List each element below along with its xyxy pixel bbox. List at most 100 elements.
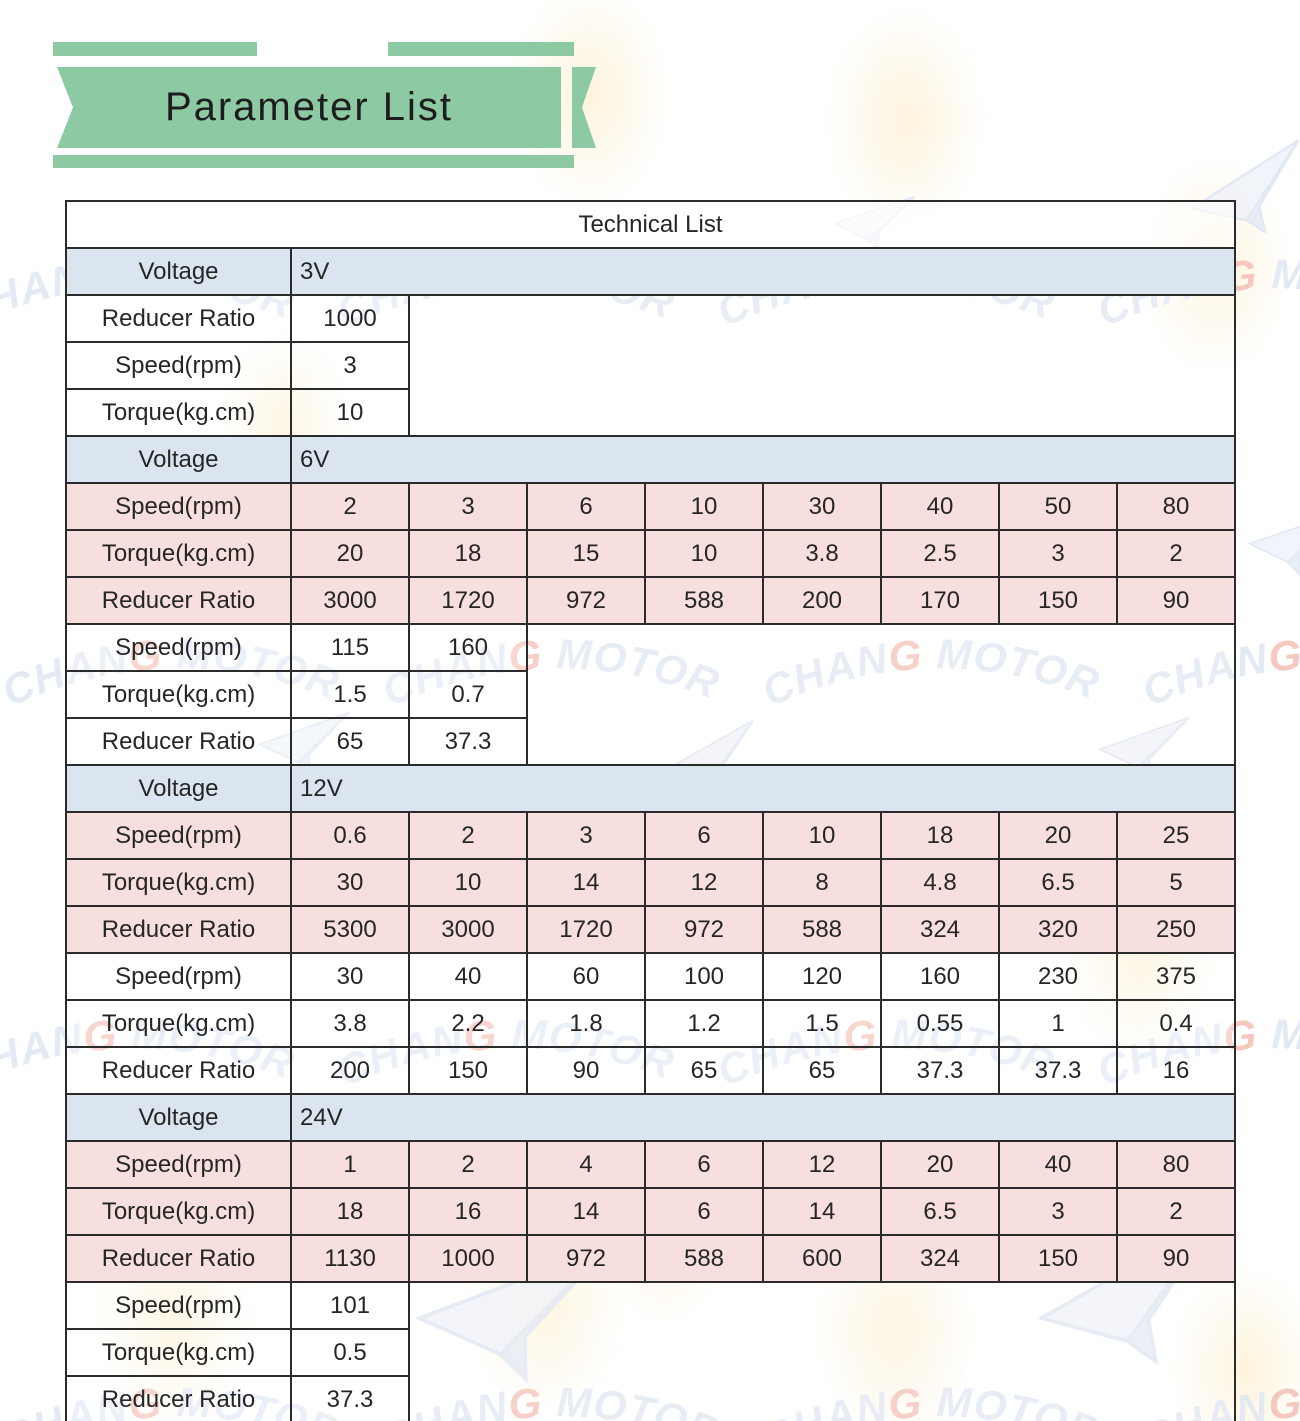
param-value: 40 [880, 482, 1000, 531]
param-value: 10 [408, 858, 528, 907]
param-value: 14 [762, 1187, 882, 1236]
param-label: Reducer Ratio [65, 1375, 292, 1421]
param-value: 6 [644, 1140, 764, 1189]
param-value: 20 [998, 811, 1118, 860]
param-value: 90 [1116, 1234, 1236, 1283]
param-value: 170 [880, 576, 1000, 625]
param-value: 12 [644, 858, 764, 907]
param-value: 14 [526, 858, 646, 907]
param-value: 60 [526, 952, 646, 1001]
param-value: 16 [408, 1187, 528, 1236]
param-value: 2.2 [408, 999, 528, 1048]
param-label: Torque(kg.cm) [65, 999, 292, 1048]
param-value: 230 [998, 952, 1118, 1001]
param-value: 588 [762, 905, 882, 954]
param-value: 120 [762, 952, 882, 1001]
param-value: 250 [1116, 905, 1236, 954]
param-value: 16 [1116, 1046, 1236, 1095]
param-value: 80 [1116, 482, 1236, 531]
param-value: 115 [290, 623, 410, 672]
param-value: 3 [408, 482, 528, 531]
param-value: 80 [1116, 1140, 1236, 1189]
voltage-value: 6V [290, 435, 1236, 484]
param-label: Reducer Ratio [65, 905, 292, 954]
param-value: 150 [998, 576, 1118, 625]
param-value: 200 [290, 1046, 410, 1095]
voltage-row: Voltage 6V [65, 435, 1236, 484]
table-title-row: Technical List [65, 200, 1236, 249]
empty-cell [408, 1281, 1236, 1421]
param-value: 10 [290, 388, 410, 437]
voltage-label: Voltage [65, 1093, 292, 1142]
voltage-value: 24V [290, 1093, 1236, 1142]
param-value: 50 [998, 482, 1118, 531]
param-value: 6.5 [880, 1187, 1000, 1236]
param-value: 6 [644, 811, 764, 860]
param-value: 65 [644, 1046, 764, 1095]
param-label: Speed(rpm) [65, 952, 292, 1001]
table-row: Torque(kg.cm) 3.8 2.2 1.8 1.2 1.5 0.55 1 0.4 [65, 999, 1236, 1048]
param-value: 588 [644, 1234, 764, 1283]
banner-bottom-bar [53, 155, 574, 168]
param-value: 18 [408, 529, 528, 578]
param-value: 972 [526, 1234, 646, 1283]
technical-list-table: Technical List Voltage 3V Reducer Ratio 100… [65, 200, 1236, 1421]
param-value: 5 [1116, 858, 1236, 907]
parameter-list-banner: Parameter List [53, 42, 613, 169]
param-value: 30 [762, 482, 882, 531]
param-value: 10 [762, 811, 882, 860]
table-row: Torque(kg.cm) 18 16 14 6 14 6.5 3 2 [65, 1187, 1236, 1236]
param-value: 10 [644, 529, 764, 578]
param-value: 37.3 [998, 1046, 1118, 1095]
param-value: 37.3 [880, 1046, 1000, 1095]
param-value: 40 [408, 952, 528, 1001]
param-label: Torque(kg.cm) [65, 858, 292, 907]
voltage-label: Voltage [65, 247, 292, 296]
param-value: 6 [526, 482, 646, 531]
param-value: 15 [526, 529, 646, 578]
empty-cell [526, 623, 1236, 766]
param-label: Reducer Ratio [65, 294, 292, 343]
param-value: 588 [644, 576, 764, 625]
param-value: 100 [644, 952, 764, 1001]
param-value: 200 [762, 576, 882, 625]
voltage-row: Voltage 24V [65, 1093, 1236, 1142]
param-value: 101 [290, 1281, 410, 1330]
param-label: Speed(rpm) [65, 623, 292, 672]
voltage-row: Voltage 3V [65, 247, 1236, 296]
table-row: Reducer Ratio 1130 1000 972 588 600 324 150 90 [65, 1234, 1236, 1283]
param-value: 1 [998, 999, 1118, 1048]
param-value: 3 [998, 529, 1118, 578]
param-label: Speed(rpm) [65, 341, 292, 390]
param-value: 600 [762, 1234, 882, 1283]
param-value: 30 [290, 858, 410, 907]
param-label: Speed(rpm) [65, 811, 292, 860]
param-value: 37.3 [290, 1375, 410, 1421]
param-value: 1.5 [290, 670, 410, 719]
param-value: 18 [290, 1187, 410, 1236]
param-value: 160 [408, 623, 528, 672]
param-value: 65 [290, 717, 410, 766]
param-label: Reducer Ratio [65, 576, 292, 625]
param-value: 3000 [290, 576, 410, 625]
param-label: Torque(kg.cm) [65, 1328, 292, 1377]
param-value: 972 [526, 576, 646, 625]
table-row: Reducer Ratio 200 150 90 65 65 37.3 37.3 16 [65, 1046, 1236, 1095]
param-value: 2.5 [880, 529, 1000, 578]
param-value: 6 [644, 1187, 764, 1236]
param-value: 1.8 [526, 999, 646, 1048]
param-value: 324 [880, 1234, 1000, 1283]
param-value: 1720 [526, 905, 646, 954]
param-value: 3 [290, 341, 410, 390]
param-value: 0.55 [880, 999, 1000, 1048]
param-value: 0.4 [1116, 999, 1236, 1048]
paper-plane-icon [1246, 503, 1300, 579]
param-value: 1130 [290, 1234, 410, 1283]
param-label: Reducer Ratio [65, 1046, 292, 1095]
param-value: 2 [408, 811, 528, 860]
param-value: 3.8 [290, 999, 410, 1048]
param-value: 90 [1116, 576, 1236, 625]
voltage-value: 12V [290, 764, 1236, 813]
param-label: Speed(rpm) [65, 1281, 292, 1330]
param-value: 12 [762, 1140, 882, 1189]
